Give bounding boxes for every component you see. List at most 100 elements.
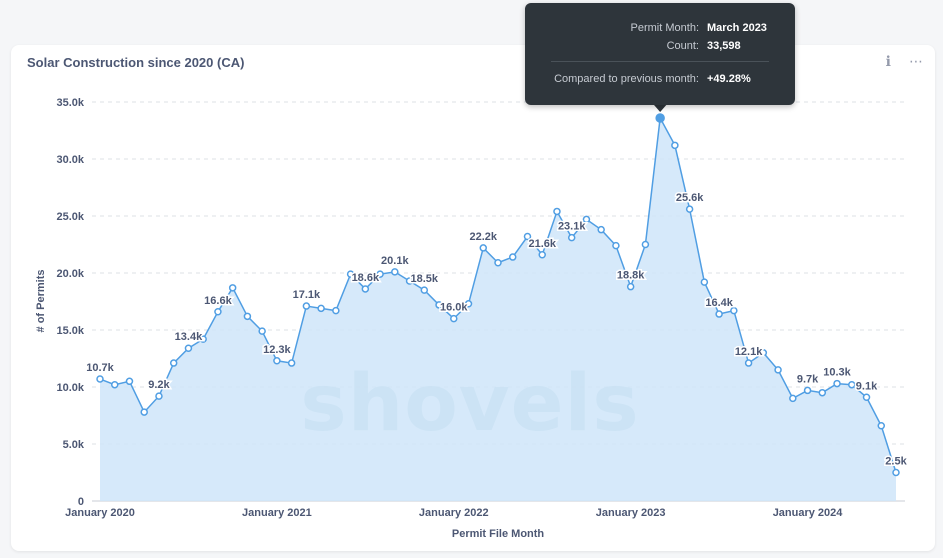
y-tick-label: 25.0k (56, 211, 84, 223)
data-point[interactable] (641, 240, 650, 249)
data-point[interactable] (420, 286, 429, 294)
highlighted-data-point[interactable] (655, 113, 665, 123)
data-point[interactable] (376, 270, 384, 278)
axis-ticks: 0 5.0k 10.0k 15.0k 20.0k 25.0k 30.0k 35.0k Janua… (56, 97, 843, 519)
data-point[interactable] (317, 304, 325, 313)
data-label: 18.5k (411, 273, 439, 285)
data-point[interactable] (730, 306, 738, 315)
data-point[interactable] (184, 344, 193, 352)
x-tick-label: January 2022 (419, 507, 489, 519)
tooltip-key: Permit Month: (630, 22, 699, 34)
data-label: 9.1k (856, 380, 878, 392)
data-point[interactable] (538, 251, 546, 259)
x-tick-label: January 2023 (596, 507, 666, 519)
y-tick-label: 15.0k (56, 325, 84, 337)
data-label: 18.6k (352, 272, 380, 284)
data-point[interactable] (818, 388, 827, 397)
x-tick-label: January 2021 (242, 507, 312, 519)
data-point[interactable] (125, 377, 134, 386)
data-point[interactable] (96, 375, 104, 383)
more-icon[interactable]: ⋯ (909, 53, 923, 69)
data-point[interactable] (612, 241, 620, 250)
x-tick-label: January 2024 (773, 507, 844, 519)
data-point[interactable] (877, 422, 886, 430)
data-point[interactable] (110, 380, 119, 389)
data-point[interactable] (228, 284, 237, 292)
data-point[interactable] (243, 312, 252, 321)
data-point[interactable] (715, 310, 723, 318)
tooltip-pointer (653, 104, 668, 112)
data-label: 23.1k (558, 221, 586, 233)
tooltip-value: +49.28% (707, 73, 751, 85)
data-point[interactable] (169, 359, 178, 367)
data-label: 22.2k (469, 231, 497, 243)
tooltip-value: 33,598 (707, 40, 741, 52)
chart-title: Solar Construction since 2020 (CA) (27, 55, 245, 70)
data-point[interactable] (803, 386, 812, 395)
data-point[interactable] (140, 408, 148, 416)
data-point[interactable] (494, 258, 502, 267)
info-icon[interactable]: ℹ (885, 53, 891, 69)
data-label: 16.0k (440, 302, 468, 314)
data-point[interactable] (450, 314, 458, 323)
data-point[interactable] (464, 300, 473, 308)
data-point[interactable] (626, 282, 635, 291)
data-point[interactable] (287, 359, 296, 367)
data-label: 9.2k (148, 379, 170, 391)
tooltip-key: Compared to previous month: (554, 73, 699, 85)
data-point[interactable] (523, 232, 532, 241)
tooltip-divider (551, 61, 769, 62)
data-label: 21.6k (528, 238, 556, 250)
data-label: 10.7k (86, 362, 114, 374)
y-axis-title: # of Permits (35, 270, 47, 333)
data-point[interactable] (744, 359, 753, 367)
data-point[interactable] (361, 285, 370, 293)
data-label: 12.1k (735, 346, 763, 358)
y-tick-label: 0 (78, 496, 84, 508)
data-label: 13.4k (175, 331, 203, 343)
data-point[interactable] (258, 327, 266, 335)
data-point[interactable] (391, 268, 399, 276)
data-label: 12.3k (263, 344, 291, 356)
data-point[interactable] (759, 349, 768, 357)
data-point[interactable] (597, 225, 605, 234)
data-point[interactable] (789, 394, 797, 403)
data-point[interactable] (332, 306, 340, 315)
data-point[interactable] (582, 215, 591, 224)
data-point[interactable] (774, 366, 782, 374)
data-point[interactable] (214, 308, 222, 316)
data-point[interactable] (508, 253, 517, 261)
data-label: 18.8k (617, 270, 645, 282)
data-point[interactable] (848, 380, 856, 389)
data-label: 9.7k (797, 373, 819, 385)
data-point[interactable] (862, 393, 871, 402)
tooltip-key: Count: (666, 40, 699, 52)
data-label: 25.6k (676, 192, 704, 204)
data-point[interactable] (435, 301, 443, 309)
data-label: 16.4k (705, 297, 733, 309)
data-point[interactable] (892, 468, 900, 477)
data-point[interactable] (567, 233, 576, 242)
data-point[interactable] (302, 302, 311, 310)
x-axis-title: Permit File Month (452, 528, 545, 540)
data-point[interactable] (685, 205, 694, 213)
card-actions: ℹ ⋯ (886, 53, 923, 70)
x-tick-label: January 2020 (65, 507, 135, 519)
data-point[interactable] (273, 357, 281, 365)
data-point[interactable] (553, 207, 561, 216)
data-point[interactable] (346, 270, 355, 278)
data-point[interactable] (479, 244, 488, 252)
series-points (96, 113, 900, 477)
data-point[interactable] (155, 392, 163, 400)
data-label: 10.3k (823, 367, 851, 379)
data-point[interactable] (405, 277, 414, 285)
data-label: 2.5k (885, 456, 907, 468)
data-point[interactable] (833, 379, 841, 388)
data-point[interactable] (671, 141, 679, 150)
data-point[interactable] (700, 278, 709, 286)
data-labels: 10.7k9.2k13.4k16.6k12.3k17.1k18.6k20.1k1… (85, 104, 909, 469)
tooltip: Permit Month: March 2023 Count: 33,598 C… (525, 3, 795, 105)
data-point[interactable] (199, 335, 207, 343)
y-tick-label: 35.0k (56, 97, 84, 109)
